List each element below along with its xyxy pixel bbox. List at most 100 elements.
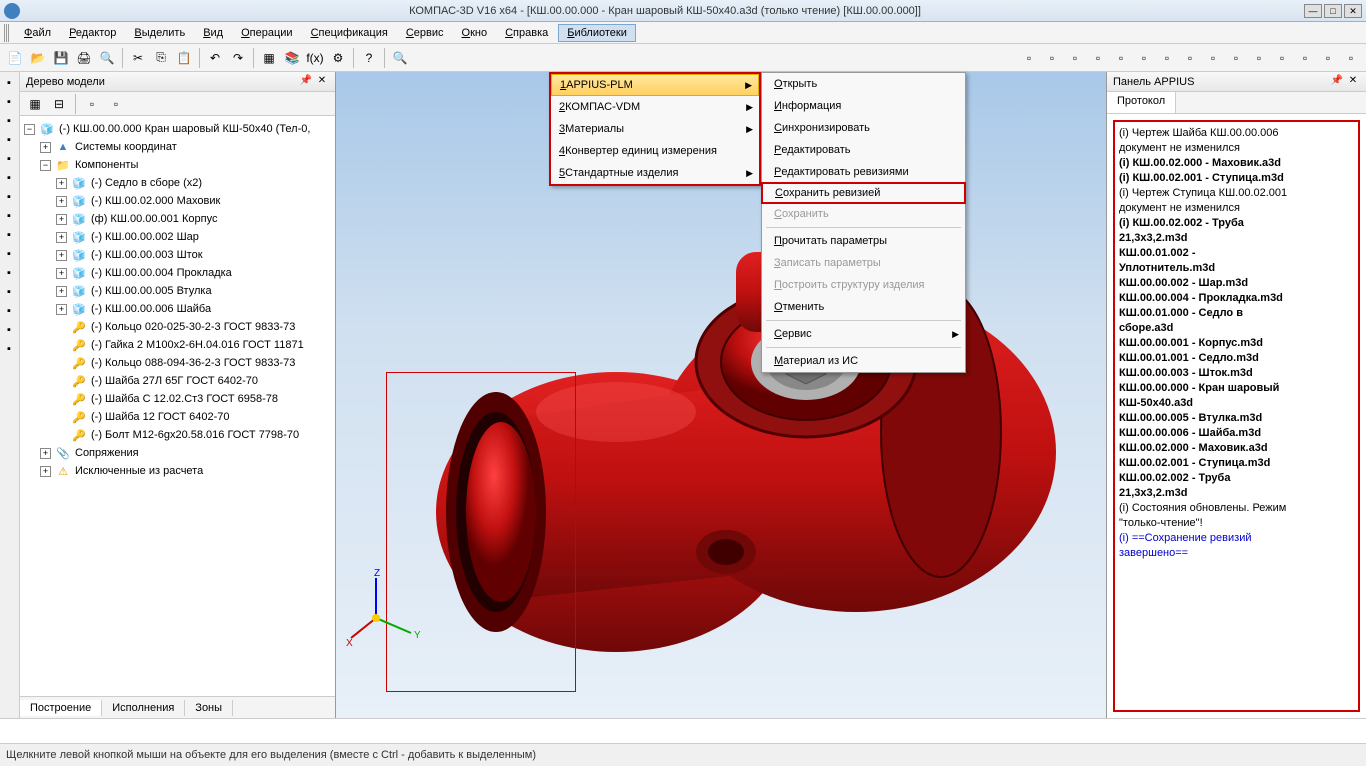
tb-r14[interactable]: ▫	[1317, 47, 1339, 69]
tb-r11[interactable]: ▫	[1248, 47, 1270, 69]
tree-row[interactable]: 🔑(-) Шайба 12 ГОСТ 6402-70	[20, 408, 335, 426]
tree-row[interactable]: +🧊(-) КШ.00.00.006 Шайба	[20, 300, 335, 318]
tb-var[interactable]: ⚙	[327, 47, 349, 69]
tree-row[interactable]: +⚠Исключенные из расчета	[20, 462, 335, 480]
tree-row[interactable]: 🔑(-) Шайба C 12.02.Ст3 ГОСТ 6958-78	[20, 390, 335, 408]
tb-paste[interactable]: 📋	[173, 47, 195, 69]
tt-2[interactable]: ⊟	[48, 93, 70, 115]
tb-r6[interactable]: ▫	[1133, 47, 1155, 69]
minimize-button[interactable]: —	[1304, 4, 1322, 18]
sb-11[interactable]: ▪	[0, 264, 18, 282]
menu-редактор[interactable]: Редактор	[61, 25, 124, 41]
sb-3[interactable]: ▪	[0, 112, 18, 130]
tree-close-icon[interactable]: ✕	[315, 75, 329, 89]
tb-r1[interactable]: ▫	[1018, 47, 1040, 69]
menu-файл[interactable]: Файл	[16, 25, 59, 41]
sb-2[interactable]: ▪	[0, 93, 18, 111]
tb-redo[interactable]: ↷	[227, 47, 249, 69]
menu-выделить[interactable]: Выделить	[126, 25, 193, 41]
submenu2-item[interactable]: Материал из ИС	[762, 350, 965, 372]
tb-new[interactable]: 📄	[4, 47, 26, 69]
submenu1-item[interactable]: 5 Стандартные изделия▶	[551, 162, 759, 184]
tree-pin-icon[interactable]: 📌	[299, 75, 313, 89]
maximize-button[interactable]: □	[1324, 4, 1342, 18]
tb-r7[interactable]: ▫	[1156, 47, 1178, 69]
tb-help[interactable]: ?	[358, 47, 380, 69]
tree-row[interactable]: +🧊(ф) КШ.00.00.001 Корпус	[20, 210, 335, 228]
sb-12[interactable]: ▪	[0, 283, 18, 301]
tt-4[interactable]: ▫	[105, 93, 127, 115]
tree-row[interactable]: 🔑(-) Кольцо 088-094-36-2-3 ГОСТ 9833-73	[20, 354, 335, 372]
menu-библиотеки[interactable]: Библиотеки	[558, 24, 636, 42]
tb-save[interactable]: 💾	[50, 47, 72, 69]
submenu2-item[interactable]: Прочитать параметры	[762, 230, 965, 252]
tb-r2[interactable]: ▫	[1041, 47, 1063, 69]
grip[interactable]	[4, 24, 10, 42]
tree-row[interactable]: +🧊(-) Седло в сборе (x2)	[20, 174, 335, 192]
sb-1[interactable]: ▪	[0, 74, 18, 92]
tree-row[interactable]: +🧊(-) КШ.00.00.005 Втулка	[20, 282, 335, 300]
tree-row[interactable]: −🧊(-) КШ.00.00.000 Кран шаровый КШ-50х40…	[20, 120, 335, 138]
submenu2-item[interactable]: Редактировать	[762, 139, 965, 161]
tb-preview[interactable]: 🔍	[96, 47, 118, 69]
protocol-body[interactable]: (i) Чертеж Шайба КШ.00.00.006 документ н…	[1113, 120, 1360, 712]
tb-spec[interactable]: ▦	[258, 47, 280, 69]
submenu2-item[interactable]: Сохранить ревизией	[761, 182, 966, 204]
tree-tab-zones[interactable]: Зоны	[185, 700, 233, 716]
tree-row[interactable]: +▲Системы координат	[20, 138, 335, 156]
tb-r5[interactable]: ▫	[1110, 47, 1132, 69]
tb-copy[interactable]: ⎘	[150, 47, 172, 69]
tb-r4[interactable]: ▫	[1087, 47, 1109, 69]
submenu1-item[interactable]: 4 Конвертер единиц измерения	[551, 140, 759, 162]
tree-row[interactable]: +🧊(-) КШ.00.02.000 Маховик	[20, 192, 335, 210]
tb-fx[interactable]: f(x)	[304, 47, 326, 69]
sb-10[interactable]: ▪	[0, 245, 18, 263]
tb-r12[interactable]: ▫	[1271, 47, 1293, 69]
submenu2-item[interactable]: Редактировать ревизиями	[762, 161, 965, 183]
tree-row[interactable]: −📁Компоненты	[20, 156, 335, 174]
tree-row[interactable]: 🔑(-) Шайба 27Л 65Г ГОСТ 6402-70	[20, 372, 335, 390]
submenu1-item[interactable]: 3 Материалы▶	[551, 118, 759, 140]
submenu1-item[interactable]: 1 APPIUS-PLM▶	[551, 74, 759, 96]
tb-lib[interactable]: 📚	[281, 47, 303, 69]
menu-вид[interactable]: Вид	[195, 25, 231, 41]
tb-r8[interactable]: ▫	[1179, 47, 1201, 69]
sb-8[interactable]: ▪	[0, 207, 18, 225]
menu-спецификация[interactable]: Спецификация	[303, 25, 396, 41]
viewport[interactable]: Z Y X 1 APPIUS-PLM▶2 КОМПАС-VDM▶3 Матери…	[336, 72, 1106, 718]
sb-13[interactable]: ▪	[0, 302, 18, 320]
tb-cut[interactable]: ✂	[127, 47, 149, 69]
tree-row[interactable]: +🧊(-) КШ.00.00.004 Прокладка	[20, 264, 335, 282]
tree-row[interactable]: 🔑(-) Гайка 2 M100x2-6H.04.016 ГОСТ 11871	[20, 336, 335, 354]
tree-row[interactable]: +🧊(-) КШ.00.00.002 Шар	[20, 228, 335, 246]
tb-zoom[interactable]: 🔍	[389, 47, 411, 69]
tree-row[interactable]: +📎Сопряжения	[20, 444, 335, 462]
tree-tab-exec[interactable]: Исполнения	[102, 700, 185, 716]
sb-6[interactable]: ▪	[0, 169, 18, 187]
tree-tab-build[interactable]: Построение	[20, 700, 102, 716]
tb-r3[interactable]: ▫	[1064, 47, 1086, 69]
tb-r13[interactable]: ▫	[1294, 47, 1316, 69]
sb-7[interactable]: ▪	[0, 188, 18, 206]
submenu1-item[interactable]: 2 КОМПАС-VDM▶	[551, 96, 759, 118]
tb-undo[interactable]: ↶	[204, 47, 226, 69]
tb-r10[interactable]: ▫	[1225, 47, 1247, 69]
sb-15[interactable]: ▪	[0, 340, 18, 358]
menu-сервис[interactable]: Сервис	[398, 25, 452, 41]
tb-r9[interactable]: ▫	[1202, 47, 1224, 69]
right-pin-icon[interactable]: 📌	[1330, 75, 1344, 89]
tt-3[interactable]: ▫	[81, 93, 103, 115]
tree-row[interactable]: +🧊(-) КШ.00.00.003 Шток	[20, 246, 335, 264]
submenu2-item[interactable]: Синхронизировать	[762, 117, 965, 139]
close-button[interactable]: ✕	[1344, 4, 1362, 18]
submenu2-item[interactable]: Информация	[762, 95, 965, 117]
tree-row[interactable]: 🔑(-) Кольцо 020-025-30-2-3 ГОСТ 9833-73	[20, 318, 335, 336]
right-tab-protocol[interactable]: Протокол	[1107, 92, 1176, 113]
sb-14[interactable]: ▪	[0, 321, 18, 339]
menu-окно[interactable]: Окно	[454, 25, 496, 41]
tt-1[interactable]: ▦	[24, 93, 46, 115]
right-close-icon[interactable]: ✕	[1346, 75, 1360, 89]
submenu2-item[interactable]: Открыть	[762, 73, 965, 95]
sb-4[interactable]: ▪	[0, 131, 18, 149]
menu-операции[interactable]: Операции	[233, 25, 300, 41]
